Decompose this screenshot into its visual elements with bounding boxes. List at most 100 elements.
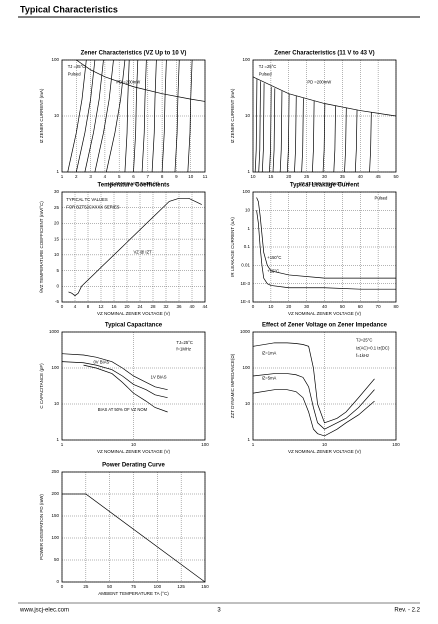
plot-frame: [61, 191, 206, 303]
curve: [61, 361, 168, 399]
series-label: IZ=1mA: [262, 351, 277, 356]
y-tick-label: 10: [54, 401, 60, 406]
annotation: FOR BZT52CXXXX SERIES: [66, 205, 119, 210]
curve: [133, 59, 139, 173]
curve: [252, 342, 375, 424]
y-tick-label: -5: [55, 299, 59, 304]
y-tick-label: 100: [242, 189, 250, 194]
curve: [252, 373, 375, 430]
y-tick-label: 1: [56, 437, 59, 442]
series-label: +25°C: [267, 268, 279, 273]
annotation: TJ=25°C: [176, 340, 192, 345]
x-tick-label: 100: [392, 442, 400, 447]
annotation: Iz(AC)=0.1 Iz(DC): [356, 345, 390, 350]
curve: [322, 103, 326, 173]
curve: [83, 364, 168, 413]
x-tick-label: 25: [304, 174, 310, 179]
x-tick-label: 100: [201, 442, 209, 447]
annotation: f=1MHz: [176, 346, 191, 351]
curve: [84, 59, 104, 173]
x-axis-label: VZ ZENER VOLTAGE (V): [108, 181, 160, 186]
y-tick-label: 100: [51, 365, 59, 370]
y-tick-label: 10: [245, 401, 251, 406]
chart-title: Zener Characteristics (VZ Up to 10 V): [81, 51, 187, 57]
curve: [333, 105, 336, 173]
x-axis-label: VZ NOMINAL ZENER VOLTAGE (V): [288, 449, 361, 454]
series-label: 0V BIAS: [93, 359, 109, 364]
x-tick-label: 150: [201, 584, 209, 589]
website: www.jscj-elec.com: [19, 608, 69, 614]
curve: [61, 353, 168, 391]
annotation: TJ=25°C: [356, 338, 372, 343]
curve: [174, 59, 180, 173]
curve: [369, 112, 372, 173]
x-tick-label: 50: [340, 304, 346, 309]
annotation: PD =200mW: [116, 80, 140, 85]
annotation: f=1kHz: [356, 353, 369, 358]
annotation: TJ =25°C: [259, 64, 277, 69]
annotation: TYPICAL TC VALUES: [66, 197, 108, 202]
curve: [256, 210, 396, 290]
x-tick-label: 5: [118, 174, 121, 179]
x-tick-label: 2: [75, 174, 78, 179]
y-tick-label: 1E-4: [240, 299, 250, 304]
y-tick-label: 25: [54, 205, 60, 210]
chart-title: Power Derating Curve: [102, 463, 165, 469]
x-tick-label: 36: [176, 304, 182, 309]
x-tick-label: 100: [154, 584, 162, 589]
y-tick-label: 1000: [240, 329, 251, 334]
x-tick-label: 70: [376, 304, 382, 309]
y-tick-label: 1E-3: [240, 281, 250, 286]
curve: [151, 59, 157, 173]
x-tick-label: 4: [104, 174, 107, 179]
curve: [141, 59, 147, 173]
revision: Rev. - 2.2: [394, 608, 420, 614]
x-axis-label: VZ NOMINAL ZENER VOLTAGE (V): [97, 449, 170, 454]
x-tick-label: 10: [131, 442, 137, 447]
x-tick-label: 25: [83, 584, 89, 589]
curve: [261, 83, 265, 173]
curve: [76, 59, 206, 102]
series-label: +150°C: [267, 255, 281, 260]
page-number: 3: [217, 608, 221, 614]
x-tick-label: 0: [61, 584, 64, 589]
x-tick-label: 75: [131, 584, 137, 589]
x-tick-label: 12: [98, 304, 104, 309]
curve: [252, 389, 375, 437]
y-axis-label: θVZ TEMPERATURE COEFFICIENT (mV/°C): [39, 201, 44, 293]
x-tick-label: 1: [61, 174, 64, 179]
y-tick-label: 5: [56, 268, 59, 273]
x-tick-label: 3: [89, 174, 92, 179]
x-tick-label: 80: [393, 304, 399, 309]
y-tick-label: 15: [54, 236, 60, 241]
chart-title: Temperature Coefficients: [98, 183, 171, 189]
curve: [187, 59, 193, 173]
annotation: Pulsed: [259, 72, 272, 77]
x-tick-label: 11: [203, 174, 208, 179]
x-tick-label: 30: [304, 304, 310, 309]
x-tick-label: 0: [252, 304, 255, 309]
x-tick-label: 20: [286, 304, 292, 309]
curve: [269, 86, 272, 173]
x-tick-label: 32: [163, 304, 169, 309]
y-tick-label: 10: [54, 252, 60, 257]
annotation: TJ =25°C: [68, 64, 86, 69]
y-tick-label: 1: [56, 169, 59, 174]
curve: [254, 79, 258, 173]
x-axis-label: VZ NOMINAL ZENER VOLTAGE (V): [97, 311, 170, 316]
plot-frame: [61, 331, 206, 441]
x-tick-label: 45: [376, 174, 382, 179]
chart-title: Typical Capacitance: [105, 323, 163, 329]
x-tick-label: 1: [252, 442, 255, 447]
y-tick-label: 150: [51, 513, 59, 518]
series-label: BIAS AT 50% OF VZ NOM: [98, 407, 148, 412]
y-tick-label: 30: [54, 189, 60, 194]
curve: [279, 91, 283, 173]
plot-frame: [252, 191, 397, 303]
x-tick-label: 15: [268, 174, 274, 179]
series-label: IZ=5mA: [262, 376, 277, 381]
x-tick-label: 10: [268, 304, 274, 309]
x-tick-label: 60: [358, 304, 364, 309]
